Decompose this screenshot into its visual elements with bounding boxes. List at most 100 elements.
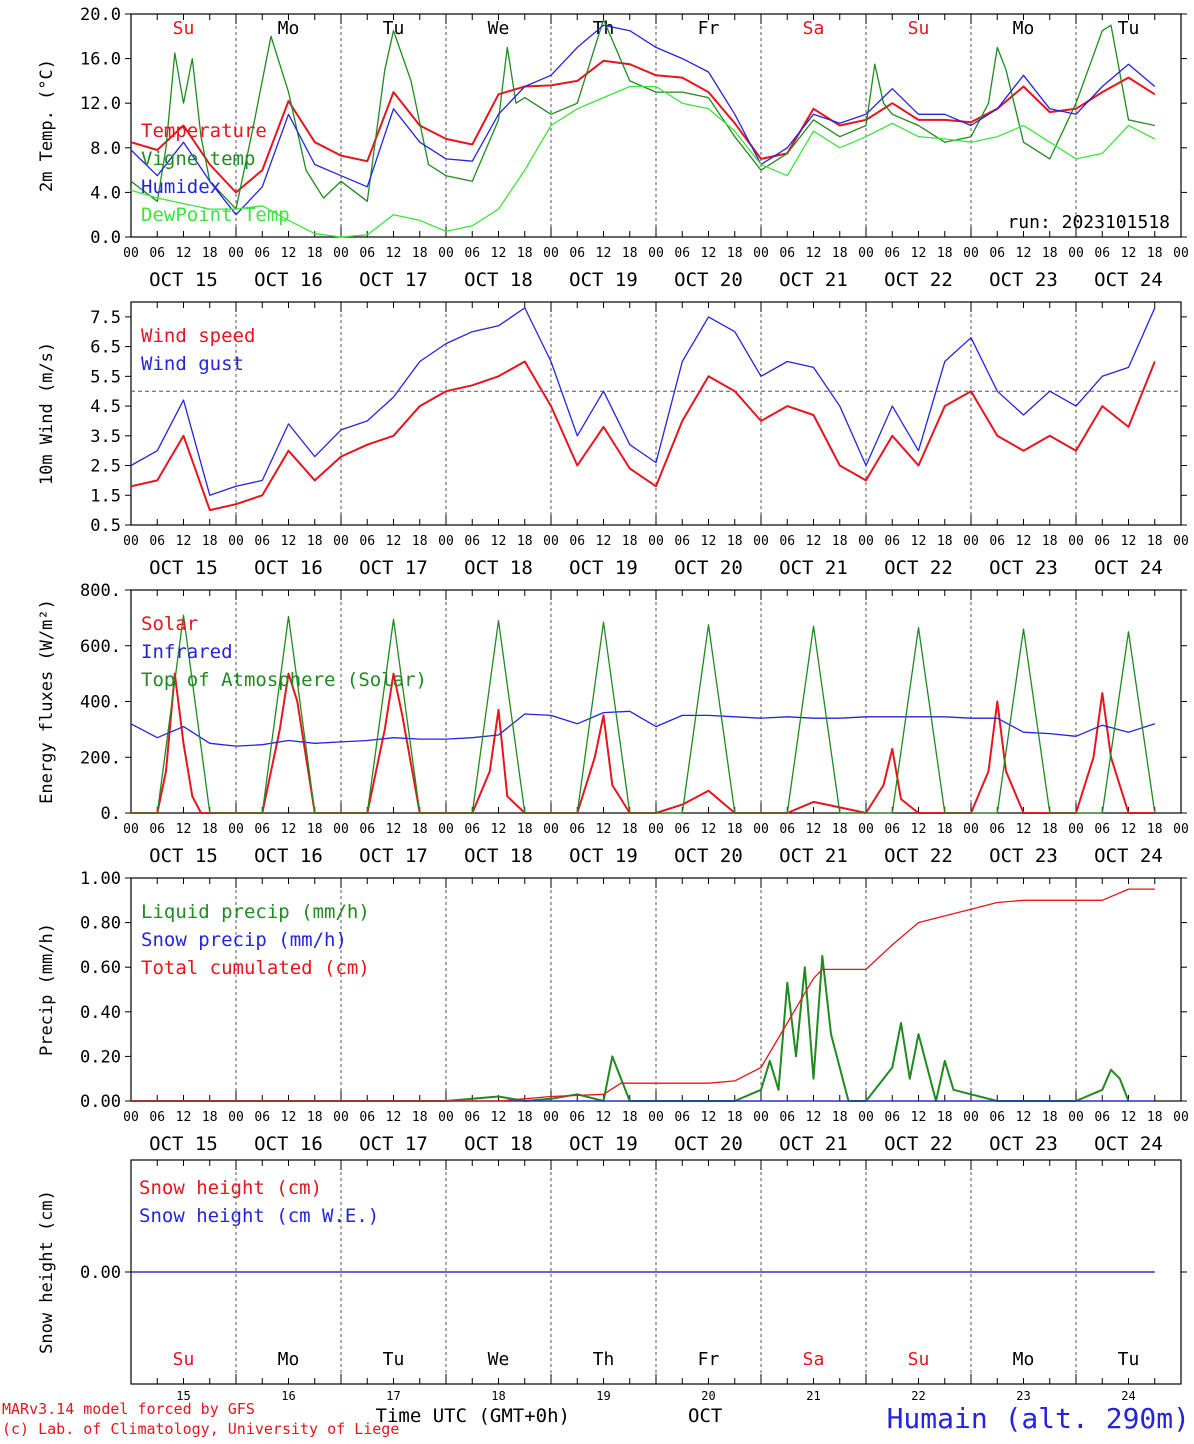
y-tick-label: 20.0 xyxy=(80,5,121,25)
y-axis-title: 10m Wind (m/s) xyxy=(37,342,57,485)
hour-tick-label: 00 xyxy=(543,534,559,549)
hour-tick-label: 18 xyxy=(412,1110,428,1125)
hour-tick-label: 12 xyxy=(701,822,717,837)
hour-tick-label: 00 xyxy=(753,534,769,549)
hour-tick-label: 18 xyxy=(622,822,638,837)
hour-tick-label: 12 xyxy=(701,1110,717,1125)
hour-tick-label: 12 xyxy=(596,822,612,837)
hour-tick-label: 12 xyxy=(281,246,297,261)
hour-tick-label: 00 xyxy=(228,534,244,549)
hour-tick-label: 18 xyxy=(1147,534,1163,549)
hour-tick-label: 12 xyxy=(281,1110,297,1125)
date-label: OCT 16 xyxy=(254,557,323,579)
hour-tick-label: 06 xyxy=(149,246,165,261)
hour-tick-label: 00 xyxy=(858,822,874,837)
date-label: OCT 22 xyxy=(884,845,953,867)
hour-tick-label: 06 xyxy=(674,246,690,261)
date-label: OCT 20 xyxy=(674,557,743,579)
hour-tick-label: 06 xyxy=(359,822,375,837)
hour-tick-label: 06 xyxy=(989,1110,1005,1125)
hour-tick-label: 06 xyxy=(674,1110,690,1125)
hour-tick-label: 06 xyxy=(569,1110,585,1125)
y-axis-title: Snow height (cm) xyxy=(37,1190,57,1354)
series-line-total-cumulated-cm- xyxy=(131,888,1155,1102)
hour-tick-label: 12 xyxy=(1121,534,1137,549)
date-label: OCT 21 xyxy=(779,269,848,291)
date-label: OCT 21 xyxy=(779,557,848,579)
hour-tick-label: 18 xyxy=(1147,246,1163,261)
hour-tick-label: 00 xyxy=(543,1110,559,1125)
date-label: OCT 16 xyxy=(254,845,323,867)
hour-tick-label: 12 xyxy=(806,246,822,261)
hour-tick-label: 06 xyxy=(674,822,690,837)
hour-tick-label: 00 xyxy=(858,534,874,549)
hour-tick-label: 06 xyxy=(779,822,795,837)
hour-tick-label: 06 xyxy=(149,822,165,837)
hour-tick-label: 06 xyxy=(1094,246,1110,261)
hour-tick-label: 06 xyxy=(1094,1110,1110,1125)
hour-tick-label: 00 xyxy=(753,822,769,837)
hour-tick-label: 00 xyxy=(228,246,244,261)
hour-tick-label: 06 xyxy=(254,822,270,837)
plot-frame-1 xyxy=(130,301,1182,526)
date-label: OCT 15 xyxy=(149,557,218,579)
hour-tick-label: 18 xyxy=(832,1110,848,1125)
day-name-label: Mo xyxy=(1013,1349,1035,1370)
series-line-solar xyxy=(131,672,1155,814)
day-name-label: Fr xyxy=(698,1349,720,1370)
hour-tick-label: 12 xyxy=(176,246,192,261)
hour-tick-label: 12 xyxy=(1016,1110,1032,1125)
legend-entry: Total cumulated (cm) xyxy=(141,957,370,979)
hour-tick-label: 12 xyxy=(701,534,717,549)
hour-tick-label: 18 xyxy=(727,246,743,261)
hour-tick-label: 12 xyxy=(911,822,927,837)
hour-tick-label: 18 xyxy=(412,534,428,549)
hour-tick-label: 06 xyxy=(674,534,690,549)
hour-tick-label: 00 xyxy=(333,822,349,837)
day-name-label: Sa xyxy=(803,18,825,39)
hour-tick-label: 00 xyxy=(1068,534,1084,549)
date-label: OCT 24 xyxy=(1094,557,1163,579)
hour-tick-label: 12 xyxy=(596,534,612,549)
hour-tick-label: 12 xyxy=(491,534,507,549)
date-label: OCT 17 xyxy=(359,1133,428,1155)
hour-tick-label: 12 xyxy=(386,822,402,837)
hour-tick-label: 00 xyxy=(333,534,349,549)
day-name-label: Sa xyxy=(803,1349,825,1370)
hour-tick-label: 12 xyxy=(491,246,507,261)
y-tick-label: 7.5 xyxy=(90,308,121,328)
hour-tick-label: 00 xyxy=(963,1110,979,1125)
hour-tick-label: 18 xyxy=(622,246,638,261)
day-name-label: Tu xyxy=(1118,18,1140,39)
model-credit: MARv3.14 model forced by GFS xyxy=(2,1400,255,1418)
hour-tick-label: 06 xyxy=(464,246,480,261)
hour-tick-label: 06 xyxy=(464,534,480,549)
y-tick-label: 800. xyxy=(80,581,121,601)
hour-tick-label: 12 xyxy=(1121,822,1137,837)
hour-tick-label: 06 xyxy=(569,822,585,837)
hour-tick-label: 18 xyxy=(1042,534,1058,549)
hour-tick-label: 00 xyxy=(1173,1110,1189,1125)
date-label: OCT 15 xyxy=(149,845,218,867)
day-name-label: We xyxy=(488,1349,510,1370)
date-label: OCT 22 xyxy=(884,557,953,579)
hour-tick-label: 12 xyxy=(806,1110,822,1125)
hour-tick-label: 12 xyxy=(176,822,192,837)
day-name-label: Su xyxy=(908,1349,930,1370)
y-tick-label: 1.00 xyxy=(80,869,121,889)
y-tick-label: 16.0 xyxy=(80,50,121,70)
hour-tick-label: 00 xyxy=(753,246,769,261)
day-name-label: Mo xyxy=(1013,18,1035,39)
legend-entry: Snow height (cm) xyxy=(139,1177,322,1199)
hour-tick-label: 00 xyxy=(228,822,244,837)
hour-tick-label: 12 xyxy=(281,534,297,549)
y-tick-label: 0. xyxy=(101,804,121,824)
series-line-dewpoint-temp xyxy=(130,85,1156,238)
series-line-wind-gust xyxy=(130,307,1156,496)
x-axis-month: OCT xyxy=(688,1405,722,1427)
hour-tick-label: 00 xyxy=(438,822,454,837)
hour-tick-label: 06 xyxy=(569,534,585,549)
hour-tick-label: 06 xyxy=(884,246,900,261)
date-label: OCT 24 xyxy=(1094,845,1163,867)
